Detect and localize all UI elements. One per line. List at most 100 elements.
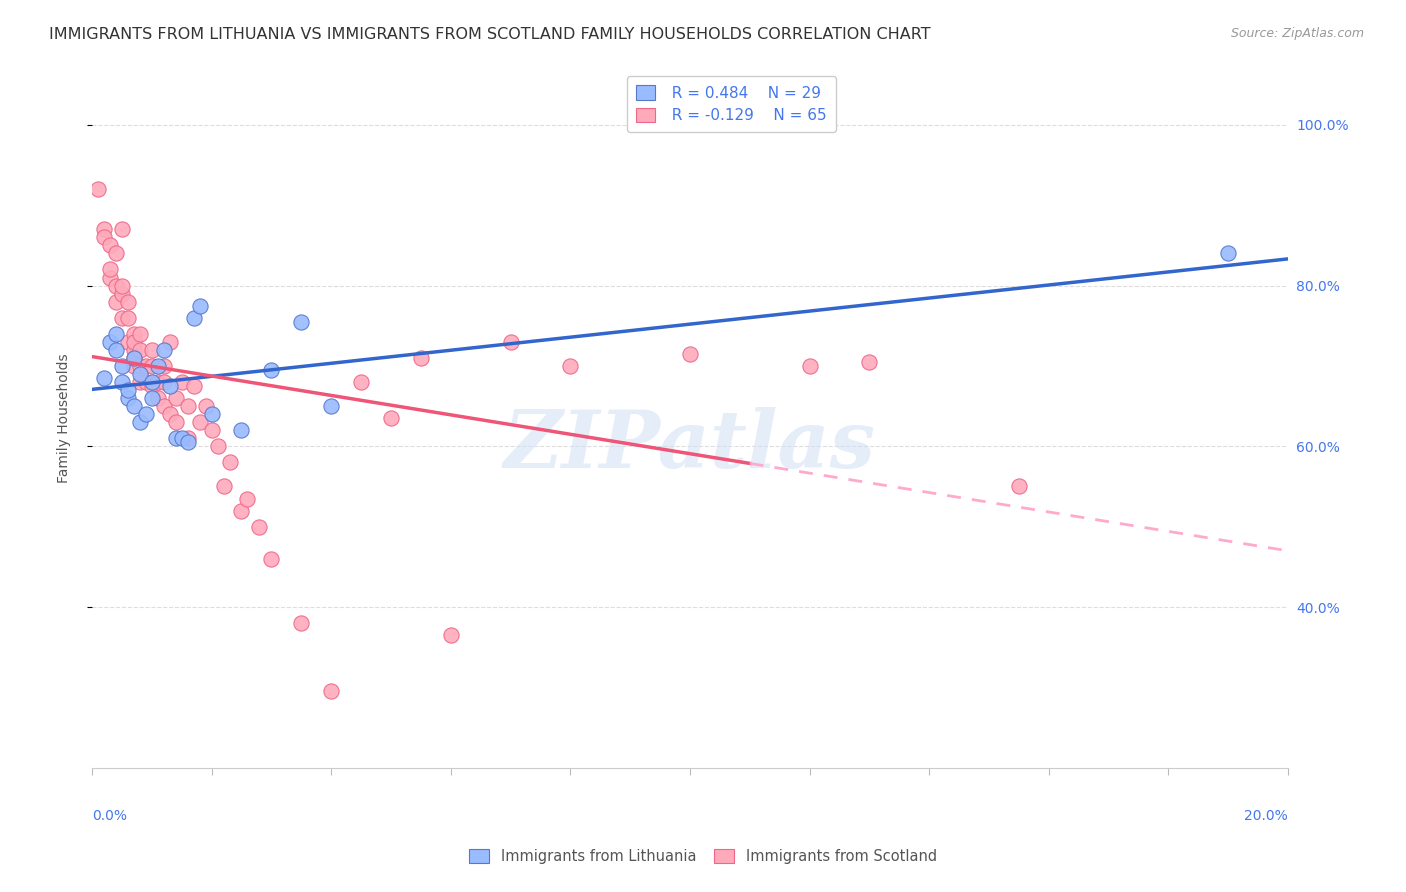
Point <box>212 479 235 493</box>
Point <box>117 310 139 325</box>
Point <box>290 315 312 329</box>
Point <box>122 359 145 373</box>
Point <box>141 391 163 405</box>
Point <box>104 343 127 357</box>
Point <box>159 379 181 393</box>
Point <box>117 391 139 405</box>
Point <box>176 431 198 445</box>
Point <box>236 491 259 506</box>
Point <box>111 310 134 325</box>
Point <box>207 439 229 453</box>
Point <box>135 359 157 373</box>
Point <box>146 391 169 405</box>
Point <box>128 367 150 381</box>
Point <box>128 326 150 341</box>
Point <box>135 407 157 421</box>
Legend: Immigrants from Lithuania, Immigrants from Scotland: Immigrants from Lithuania, Immigrants fr… <box>461 842 945 871</box>
Point <box>159 334 181 349</box>
Point <box>218 455 240 469</box>
Point <box>200 407 222 421</box>
Point <box>122 399 145 413</box>
Point <box>111 375 134 389</box>
Point <box>188 299 211 313</box>
Point <box>170 431 193 445</box>
Point <box>128 343 150 357</box>
Point <box>141 375 163 389</box>
Point <box>111 278 134 293</box>
Point <box>231 503 253 517</box>
Point <box>111 286 134 301</box>
Point <box>321 399 343 413</box>
Point <box>176 435 198 450</box>
Point <box>104 294 127 309</box>
Point <box>122 326 145 341</box>
Point <box>111 222 134 236</box>
Point <box>128 375 150 389</box>
Point <box>122 351 145 365</box>
Point <box>152 375 174 389</box>
Point <box>183 310 205 325</box>
Text: ZIPatlas: ZIPatlas <box>503 408 876 485</box>
Point <box>111 359 134 373</box>
Y-axis label: Family Households: Family Households <box>58 353 72 483</box>
Point <box>1008 479 1031 493</box>
Point <box>560 359 582 373</box>
Point <box>200 423 222 437</box>
Point <box>152 343 174 357</box>
Point <box>146 375 169 389</box>
Point <box>93 230 115 244</box>
Point <box>321 684 343 698</box>
Point <box>188 415 211 429</box>
Text: 0.0%: 0.0% <box>91 809 127 823</box>
Point <box>93 222 115 236</box>
Point <box>152 399 174 413</box>
Text: IMMIGRANTS FROM LITHUANIA VS IMMIGRANTS FROM SCOTLAND FAMILY HOUSEHOLDS CORRELAT: IMMIGRANTS FROM LITHUANIA VS IMMIGRANTS … <box>49 27 931 42</box>
Point <box>165 415 187 429</box>
Point <box>122 334 145 349</box>
Point <box>176 399 198 413</box>
Point <box>799 359 821 373</box>
Point <box>87 182 110 196</box>
Point <box>117 334 139 349</box>
Point <box>170 375 193 389</box>
Point <box>122 351 145 365</box>
Point <box>141 359 163 373</box>
Legend:   R = 0.484    N = 29,   R = -0.129    N = 65: R = 0.484 N = 29, R = -0.129 N = 65 <box>627 76 837 132</box>
Point <box>98 238 121 252</box>
Point <box>249 519 271 533</box>
Point <box>159 407 181 421</box>
Point <box>98 270 121 285</box>
Point <box>499 334 522 349</box>
Point <box>93 371 115 385</box>
Point <box>122 343 145 357</box>
Point <box>117 294 139 309</box>
Point <box>128 359 150 373</box>
Point <box>679 347 702 361</box>
Point <box>858 355 880 369</box>
Point <box>146 359 169 373</box>
Point <box>165 431 187 445</box>
Point <box>183 379 205 393</box>
Text: 20.0%: 20.0% <box>1244 809 1288 823</box>
Point <box>231 423 253 437</box>
Point <box>350 375 373 389</box>
Point <box>104 246 127 260</box>
Point <box>380 411 402 425</box>
Point <box>409 351 432 365</box>
Point <box>98 262 121 277</box>
Point <box>165 391 187 405</box>
Point <box>290 616 312 631</box>
Point <box>440 628 463 642</box>
Point <box>152 359 174 373</box>
Text: Source: ZipAtlas.com: Source: ZipAtlas.com <box>1230 27 1364 40</box>
Point <box>128 415 150 429</box>
Point <box>1216 246 1239 260</box>
Point <box>104 326 127 341</box>
Point <box>260 551 283 566</box>
Point <box>98 334 121 349</box>
Point <box>141 379 163 393</box>
Point <box>194 399 217 413</box>
Point <box>135 375 157 389</box>
Point <box>117 383 139 397</box>
Point <box>260 363 283 377</box>
